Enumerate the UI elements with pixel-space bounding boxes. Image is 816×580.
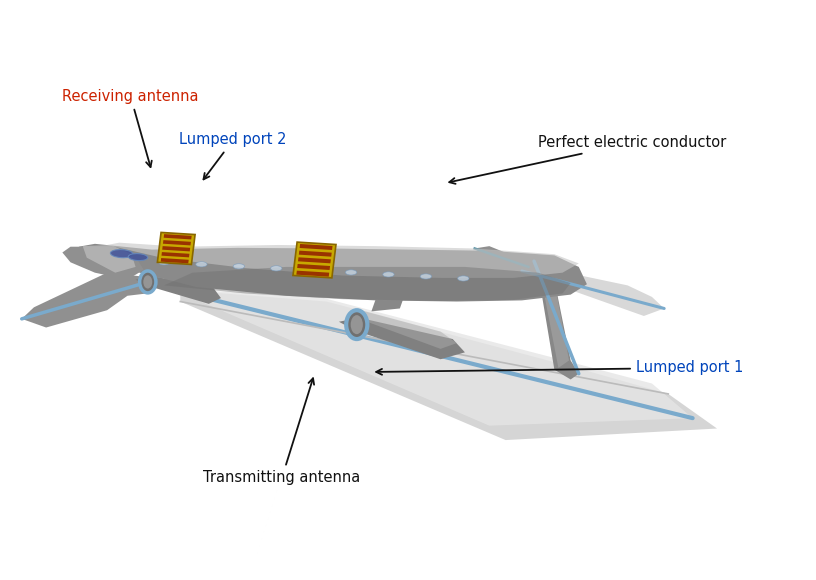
FancyBboxPatch shape — [164, 234, 192, 240]
Polygon shape — [107, 242, 579, 278]
Ellipse shape — [144, 276, 153, 289]
Polygon shape — [536, 260, 569, 368]
FancyBboxPatch shape — [162, 252, 189, 258]
Text: Transmitting antenna: Transmitting antenna — [203, 378, 361, 485]
Text: Lumped port 1: Lumped port 1 — [376, 360, 743, 375]
FancyBboxPatch shape — [296, 271, 329, 277]
Ellipse shape — [345, 270, 357, 275]
Polygon shape — [530, 260, 579, 379]
Ellipse shape — [196, 262, 207, 267]
FancyBboxPatch shape — [297, 264, 330, 270]
Ellipse shape — [158, 260, 170, 265]
Ellipse shape — [420, 274, 432, 279]
Polygon shape — [339, 318, 465, 359]
Polygon shape — [164, 267, 570, 301]
Polygon shape — [180, 290, 717, 440]
Ellipse shape — [308, 268, 319, 273]
Polygon shape — [82, 245, 135, 273]
FancyBboxPatch shape — [293, 242, 336, 278]
Polygon shape — [522, 264, 664, 316]
Text: Lumped port 2: Lumped port 2 — [180, 132, 287, 179]
Ellipse shape — [383, 272, 394, 277]
Ellipse shape — [110, 249, 133, 258]
Polygon shape — [180, 290, 693, 426]
Polygon shape — [475, 246, 528, 267]
FancyBboxPatch shape — [162, 246, 190, 251]
FancyBboxPatch shape — [299, 244, 333, 250]
Ellipse shape — [351, 315, 363, 334]
Ellipse shape — [128, 253, 148, 260]
FancyBboxPatch shape — [298, 258, 330, 263]
Ellipse shape — [233, 264, 245, 269]
FancyBboxPatch shape — [157, 233, 195, 264]
Ellipse shape — [458, 276, 469, 281]
Polygon shape — [22, 273, 160, 328]
FancyBboxPatch shape — [299, 251, 332, 257]
Text: Receiving antenna: Receiving antenna — [62, 89, 199, 167]
Polygon shape — [78, 244, 587, 302]
Polygon shape — [62, 246, 144, 280]
FancyBboxPatch shape — [163, 240, 191, 245]
Text: Perfect electric conductor: Perfect electric conductor — [450, 135, 726, 184]
Polygon shape — [359, 311, 457, 349]
Polygon shape — [135, 276, 221, 304]
Ellipse shape — [346, 310, 367, 339]
Polygon shape — [371, 297, 404, 311]
FancyBboxPatch shape — [161, 258, 188, 263]
Ellipse shape — [271, 266, 282, 271]
Ellipse shape — [140, 271, 156, 293]
